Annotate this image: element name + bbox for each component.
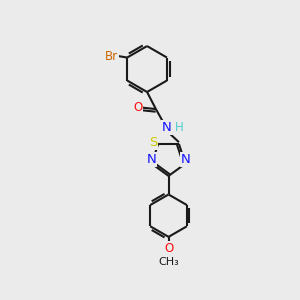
Text: O: O	[164, 242, 173, 255]
Text: H: H	[175, 122, 184, 134]
Text: O: O	[133, 101, 142, 114]
Text: S: S	[149, 136, 157, 149]
Text: N: N	[181, 153, 191, 166]
Text: CH₃: CH₃	[158, 257, 179, 267]
Text: N: N	[162, 121, 172, 134]
Text: Br: Br	[105, 50, 119, 63]
Text: N: N	[146, 153, 156, 166]
